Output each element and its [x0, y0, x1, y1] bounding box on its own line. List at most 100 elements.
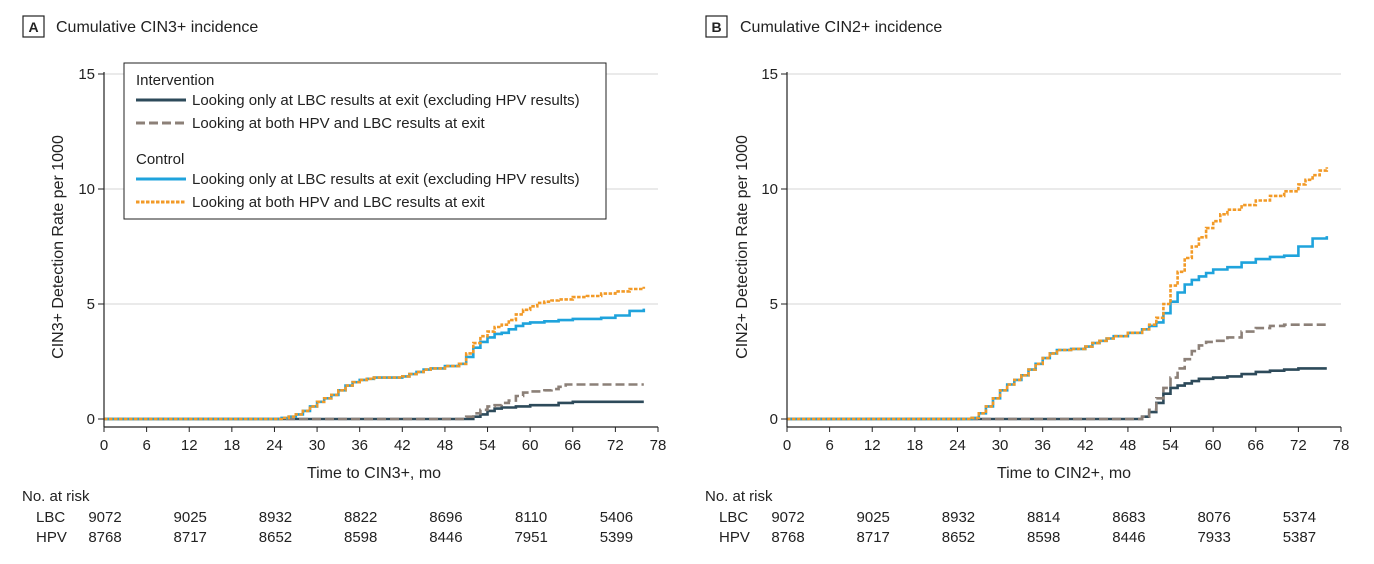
risk-cell: 8822 — [344, 509, 377, 526]
risk-row-name: HPV — [36, 529, 67, 546]
series-line-control-2 — [787, 236, 1329, 421]
x-tick-label: 18 — [907, 437, 924, 454]
x-tick-label: 54 — [1162, 437, 1179, 454]
x-tick-label: 72 — [607, 437, 624, 454]
x-tick-label: 48 — [1120, 437, 1137, 454]
x-tick-label: 24 — [266, 437, 283, 454]
panel-letter: B — [711, 19, 721, 35]
y-tick-label: 15 — [78, 66, 95, 83]
x-tick-label: 12 — [864, 437, 881, 454]
panel-letter-box — [705, 15, 728, 38]
risk-cell: 8814 — [1027, 509, 1060, 526]
x-tick-label: 18 — [224, 437, 241, 454]
y-tick-label: 0 — [770, 411, 778, 428]
x-tick-label: 48 — [437, 437, 454, 454]
series-line-intervention-0 — [787, 367, 1327, 421]
y-axis-label: CIN2+ Detection Rate per 1000 — [734, 135, 751, 359]
risk-cell: 5406 — [600, 509, 633, 526]
risk-cell: 9072 — [88, 509, 121, 526]
series-line-intervention-1 — [104, 383, 644, 421]
series-line-intervention-1 — [787, 323, 1327, 421]
risk-cell: 8683 — [1112, 509, 1145, 526]
x-tick-label: 30 — [309, 437, 326, 454]
risk-cell: 8598 — [344, 529, 377, 546]
panel-b: B Cumulative CIN2+ incidence 0 5 10 15 0 6 12 1… — [705, 15, 1349, 546]
axes: 0 5 10 15 0 6 12 18 24 30 36 42 48 54 60 66 72 78 — [78, 66, 666, 454]
x-tick-label: 42 — [394, 437, 411, 454]
risk-row-name: LBC — [719, 509, 748, 526]
x-tick-label: 0 — [100, 437, 108, 454]
risk-cell: 8696 — [429, 509, 462, 526]
risk-cell: 9025 — [857, 509, 890, 526]
risk-cell: 9072 — [771, 509, 804, 526]
risk-cell: 8768 — [88, 529, 121, 546]
x-tick-label: 78 — [1333, 437, 1350, 454]
series-lines — [104, 286, 646, 421]
x-tick-label: 36 — [1034, 437, 1051, 454]
y-axis-label: CIN3+ Detection Rate per 1000 — [50, 135, 67, 359]
risk-cell: 8717 — [174, 529, 207, 546]
y-tick-label: 5 — [770, 296, 778, 313]
risk-table-title: No. at risk — [22, 488, 90, 505]
risk-cell: 9025 — [174, 509, 207, 526]
risk-cell: 7933 — [1197, 529, 1230, 546]
series-line-control-3 — [787, 167, 1329, 421]
y-tick-label: 15 — [761, 66, 778, 83]
risk-cell: 8652 — [942, 529, 975, 546]
risk-cell: 8446 — [429, 529, 462, 546]
y-tick-label: 0 — [87, 411, 95, 428]
series-lines — [787, 167, 1329, 421]
risk-cell: 5387 — [1283, 529, 1316, 546]
x-tick-label: 72 — [1290, 437, 1307, 454]
risk-cell: 8446 — [1112, 529, 1145, 546]
risk-cell: 8652 — [259, 529, 292, 546]
y-tick-label: 5 — [87, 296, 95, 313]
risk-cell: 5374 — [1283, 509, 1316, 526]
legend-entry-label: Looking at both HPV and LBC results at e… — [192, 115, 486, 132]
legend: Intervention Control Looking only at LBC r… — [123, 62, 607, 220]
risk-cell: 8932 — [259, 509, 292, 526]
legend-entry-label: Looking at both HPV and LBC results at e… — [192, 194, 486, 211]
risk-row-name: LBC — [36, 509, 65, 526]
risk-cell: 7951 — [514, 529, 547, 546]
x-tick-label: 66 — [1247, 437, 1264, 454]
x-tick-label: 12 — [181, 437, 198, 454]
x-tick-label: 66 — [564, 437, 581, 454]
risk-row-name: HPV — [719, 529, 750, 546]
gridlines — [787, 73, 1341, 305]
x-tick-label: 60 — [522, 437, 539, 454]
panel-a: A Cumulative CIN3+ incidence 0 5 10 15 0 6 12 1… — [22, 15, 666, 546]
risk-cell: 5399 — [600, 529, 633, 546]
axes: 0 5 10 15 0 6 12 18 24 30 36 42 48 54 60 66 72 78 — [761, 66, 1349, 454]
series-line-intervention-0 — [104, 400, 644, 421]
x-tick-label: 42 — [1077, 437, 1094, 454]
risk-table: No. at risk LBC 9072 9025 8932 8814 8683 8076 53… — [705, 488, 1316, 546]
x-tick-label: 60 — [1205, 437, 1222, 454]
x-axis-label: Time to CIN2+, mo — [997, 465, 1131, 482]
x-tick-label: 6 — [825, 437, 833, 454]
x-tick-label: 36 — [351, 437, 368, 454]
x-tick-label: 24 — [949, 437, 966, 454]
legend-group-title: Control — [136, 151, 184, 168]
legend-box — [123, 62, 607, 220]
y-tick-label: 10 — [78, 181, 95, 198]
risk-cell: 8598 — [1027, 529, 1060, 546]
x-tick-label: 6 — [142, 437, 150, 454]
x-tick-label: 54 — [479, 437, 496, 454]
risk-cell: 8076 — [1197, 509, 1230, 526]
legend-entry-label: Looking only at LBC results at exit (exc… — [192, 92, 580, 109]
x-tick-label: 0 — [783, 437, 791, 454]
risk-cell: 8768 — [771, 529, 804, 546]
x-axis-label: Time to CIN3+, mo — [307, 465, 441, 482]
legend-entry-label: Looking only at LBC results at exit (exc… — [192, 171, 580, 188]
chart-title: Cumulative CIN3+ incidence — [56, 19, 258, 36]
panel-letter: A — [28, 19, 38, 35]
series-line-control-3 — [104, 286, 646, 421]
risk-table-title: No. at risk — [705, 488, 773, 505]
x-tick-label: 78 — [650, 437, 667, 454]
panel-letter-box — [22, 15, 45, 38]
risk-cell: 8932 — [942, 509, 975, 526]
risk-cell: 8110 — [515, 509, 547, 526]
risk-cell: 8717 — [857, 529, 890, 546]
legend-group-title: Intervention — [136, 72, 214, 89]
